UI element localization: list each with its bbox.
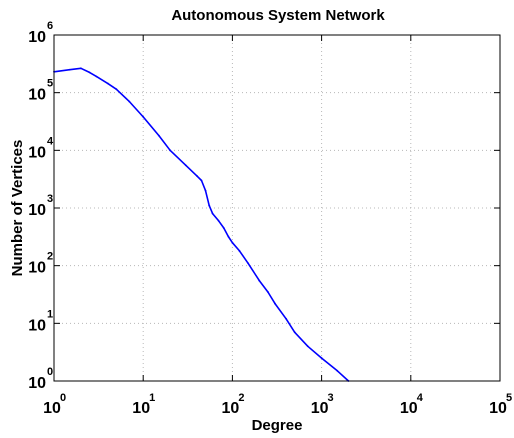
data-point [142, 115, 145, 118]
y-tick-label: 103 [28, 193, 53, 219]
plot-frame [53, 34, 501, 382]
data-point [336, 369, 339, 372]
x-tick-label: 105 [489, 392, 512, 417]
y-tick-label: 104 [28, 135, 54, 161]
y-tick-base: 10 [28, 317, 46, 334]
y-tick-base: 10 [28, 202, 46, 219]
x-tick-base: 10 [311, 400, 329, 417]
x-tick-label: 102 [222, 392, 245, 417]
data-point [231, 241, 234, 244]
x-tick-exponent: 1 [149, 392, 155, 404]
data-point [258, 279, 261, 282]
data-point [204, 189, 207, 192]
data-point [217, 219, 220, 222]
y-tick-base: 10 [28, 144, 46, 161]
y-axis-label: Number of Vertices [9, 140, 26, 277]
x-tick-base: 10 [132, 400, 150, 417]
y-tick-exponent: 3 [47, 193, 53, 205]
data-point [274, 302, 276, 305]
data-point [211, 212, 214, 215]
data-point [88, 71, 91, 74]
data-point [128, 100, 131, 103]
x-tick-base: 10 [400, 400, 418, 417]
x-tick-label: 100 [43, 392, 66, 417]
data-point [79, 67, 82, 70]
y-tick-base: 10 [28, 375, 46, 392]
x-axis-label: Degree [252, 417, 303, 434]
data-point [95, 75, 98, 78]
data-point [238, 250, 241, 252]
y-tick-exponent: 0 [47, 366, 53, 378]
x-tick-label: 103 [311, 392, 334, 417]
y-tick-exponent: 4 [47, 135, 54, 147]
x-tick-exponent: 2 [238, 392, 244, 404]
x-tick-base: 10 [43, 400, 61, 417]
x-tick-exponent: 5 [506, 392, 512, 404]
y-tick-label: 105 [28, 78, 53, 104]
x-tick-exponent: 0 [60, 392, 66, 404]
data-point [306, 345, 309, 348]
x-tick-base: 10 [222, 400, 240, 417]
series-layer [53, 67, 350, 382]
chart-title: Autonomous System Network [171, 7, 385, 24]
y-tick-label: 106 [28, 20, 53, 46]
data-point [200, 179, 203, 182]
x-tick-label: 101 [132, 392, 155, 417]
data-point [106, 82, 109, 85]
data-point [293, 331, 296, 334]
x-tick-exponent: 4 [417, 392, 424, 404]
y-tick-exponent: 6 [47, 20, 53, 32]
data-point [227, 235, 230, 238]
data-point [184, 164, 187, 167]
data-point [247, 262, 250, 265]
grid-lines [54, 35, 500, 381]
data-point [222, 227, 225, 229]
data-point [266, 291, 269, 293]
y-tick-exponent: 5 [47, 78, 53, 90]
series-line [53, 67, 350, 382]
y-tick-exponent: 1 [47, 308, 53, 320]
data-point [320, 357, 323, 359]
y-tick-label: 100 [28, 366, 53, 392]
y-tick-label: 101 [28, 308, 53, 334]
tick-marks [53, 34, 501, 382]
data-point [68, 68, 71, 71]
data-point [208, 204, 211, 207]
x-tick-base: 10 [489, 400, 507, 417]
y-tick-base: 10 [28, 87, 46, 104]
data-point [158, 134, 160, 137]
x-tick-exponent: 3 [328, 392, 334, 404]
data-point [285, 317, 288, 320]
data-point [196, 175, 198, 177]
data-point [115, 88, 118, 91]
y-tick-base: 10 [28, 29, 46, 46]
data-point [169, 149, 171, 152]
y-tick-label: 102 [28, 251, 53, 277]
y-tick-base: 10 [28, 260, 46, 277]
x-tick-label: 104 [400, 392, 424, 417]
y-tick-exponent: 2 [47, 251, 53, 263]
